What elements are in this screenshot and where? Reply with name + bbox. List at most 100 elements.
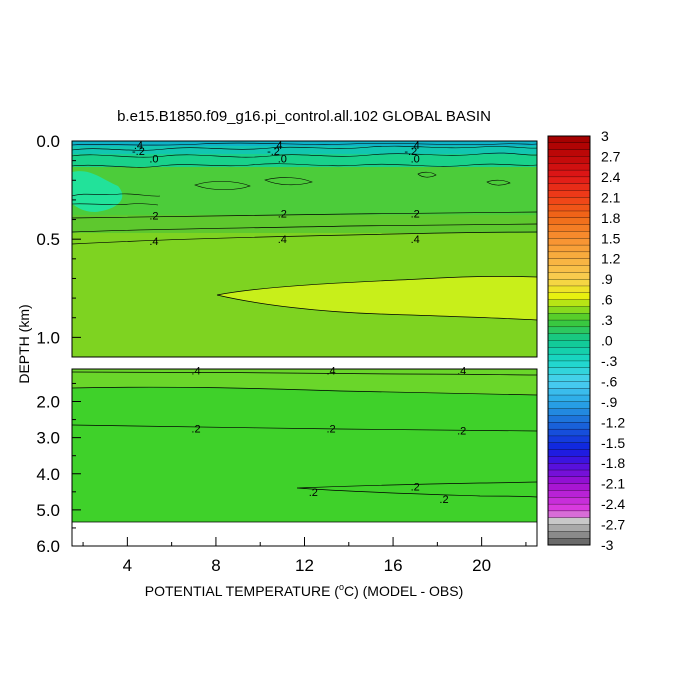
- chart-title: b.e15.B1850.f09_g16.pi_control.all.102 G…: [117, 108, 491, 125]
- y-lower-tick-label-3: 5.0: [36, 501, 60, 520]
- colorbar-label-5: 1.5: [601, 230, 621, 246]
- colorbar-label-18: -2.4: [601, 496, 625, 512]
- colorbar-box: [547, 497, 591, 505]
- colorbar-box: [547, 394, 591, 403]
- lower-contour-04: [72, 371, 537, 376]
- contour-label-13: .4: [278, 234, 287, 246]
- colorbar-box: [547, 449, 591, 457]
- colorbar-label-14: -1.2: [601, 414, 625, 430]
- colorbar-label-10: .0: [601, 333, 613, 349]
- lower-band-03: [72, 369, 537, 395]
- contour-label-23: .2: [439, 494, 448, 506]
- lower-panel: .4 .4 .4 .2 .2 .2 .2 .2 .2: [71, 365, 538, 547]
- y-lower-tick-label-1: 3.0: [36, 429, 60, 448]
- colorbar-box: [547, 435, 591, 444]
- upper-contour-left-wiggle: [72, 193, 161, 206]
- upper-contour-blob-2: [264, 177, 313, 186]
- colorbar-box: [547, 531, 591, 539]
- upper-contour-blob-1: [194, 181, 251, 190]
- colorbar-box: [547, 476, 591, 485]
- y-lower-tick-label-4: 6.0: [36, 537, 60, 556]
- x-tick-label-2: 12: [295, 556, 314, 575]
- x-axis-label-main: POTENTIAL TEMPERATURE (: [145, 583, 340, 599]
- upper-lens-outline: [216, 276, 537, 321]
- x-tick-label-1: 8: [211, 556, 220, 575]
- colorbar-box: [547, 340, 591, 348]
- x-axis: 4 8 12 16 20: [82, 537, 527, 575]
- colorbar-box: [547, 244, 591, 253]
- colorbar-box: [547, 210, 591, 219]
- colorbar-box: [547, 217, 591, 225]
- upper-contour-wavy-1: [72, 163, 537, 168]
- colorbar-box: [547, 388, 591, 396]
- contour-label-2: .4: [411, 140, 420, 152]
- upper-contour-blob-4: [417, 171, 437, 178]
- colorbar-box: [547, 306, 591, 314]
- colorbar-label-1: 2.7: [601, 148, 621, 164]
- colorbar-box: [547, 510, 591, 519]
- x-tick-label-0: 4: [123, 556, 132, 575]
- upper-panel-frame: [71, 140, 538, 358]
- colorbar-box: [547, 381, 591, 389]
- colorbar-box: [547, 135, 591, 144]
- contour-label-18: .2: [191, 424, 200, 436]
- upper-contour-04: [72, 231, 537, 245]
- lower-contour-025: [72, 424, 537, 432]
- colorbar-box: [547, 415, 591, 423]
- colorbar-box: [547, 422, 591, 430]
- colorbar-box: [547, 258, 591, 266]
- contour-label-15: .4: [191, 365, 200, 377]
- colorbar-box: [547, 272, 591, 280]
- upper-contour-035: [72, 223, 537, 233]
- y-upper-tick-label-1: 0.5: [36, 230, 60, 249]
- colorbar-box: [547, 347, 591, 355]
- contour-label-4: -.2: [267, 146, 280, 158]
- upper-band-01: [72, 153, 537, 167]
- colorbar-box: [547, 251, 591, 260]
- y-lower-tick-label-0: 2.0: [36, 393, 60, 412]
- upper-band-00: [72, 146, 537, 154]
- colorbar-box: [547, 333, 591, 341]
- contour-label-20: .2: [457, 425, 466, 437]
- contour-label-16: .4: [326, 365, 335, 377]
- colorbar-box: [547, 483, 591, 491]
- upper-panel: .4.4.4-.2 -.2 -.2.0.0.0.2.2.2.4.4.4: [71, 140, 538, 358]
- contour-label-11: .2: [411, 209, 420, 221]
- colorbar-box: [547, 517, 591, 525]
- colorbar-box: [547, 490, 591, 498]
- colorbar-label-16: -1.8: [601, 455, 625, 471]
- y-upper-tick-label-2: 1.0: [36, 328, 60, 347]
- colorbar-box: [547, 319, 591, 328]
- y-upper-tick-label-0: 0.0: [36, 132, 60, 151]
- upper-contour-wavy-3: [72, 145, 537, 151]
- colorbar-box: [547, 442, 591, 450]
- colorbar-box: [547, 285, 591, 294]
- colorbar-box: [547, 169, 591, 178]
- contour-label-21: .2: [309, 487, 318, 499]
- colorbar-box: [547, 538, 591, 546]
- colorbar-box: [547, 313, 591, 321]
- colorbar-box: [547, 326, 591, 335]
- upper-band-02: [72, 166, 537, 215]
- contour-label-9: .2: [149, 211, 158, 223]
- colorbar-box: [547, 183, 591, 191]
- colorbar-label-9: .3: [601, 312, 613, 328]
- contour-label-5: -.2: [404, 146, 417, 158]
- lower-contour-035: [72, 386, 537, 396]
- colorbar-box: [547, 197, 591, 205]
- contour-label-7: .0: [278, 154, 287, 166]
- colorbar-label-0: 3: [601, 128, 609, 144]
- colorbar-box: [547, 231, 591, 239]
- colorbar-box: [547, 299, 591, 307]
- colorbar-box: [547, 360, 591, 369]
- colorbar-box: [547, 176, 591, 185]
- colorbar-box: [547, 204, 591, 212]
- contour-label-1: .4: [273, 140, 282, 152]
- y-lower-tick-label-2: 4.0: [36, 465, 60, 484]
- colorbar-label-17: -2.1: [601, 476, 625, 492]
- upper-band-m01: [72, 141, 537, 146]
- colorbar-label-13: -.9: [601, 394, 618, 410]
- contour-label-8: .0: [411, 154, 420, 166]
- colorbar-box: [547, 428, 591, 437]
- colorbar-box: [547, 142, 591, 150]
